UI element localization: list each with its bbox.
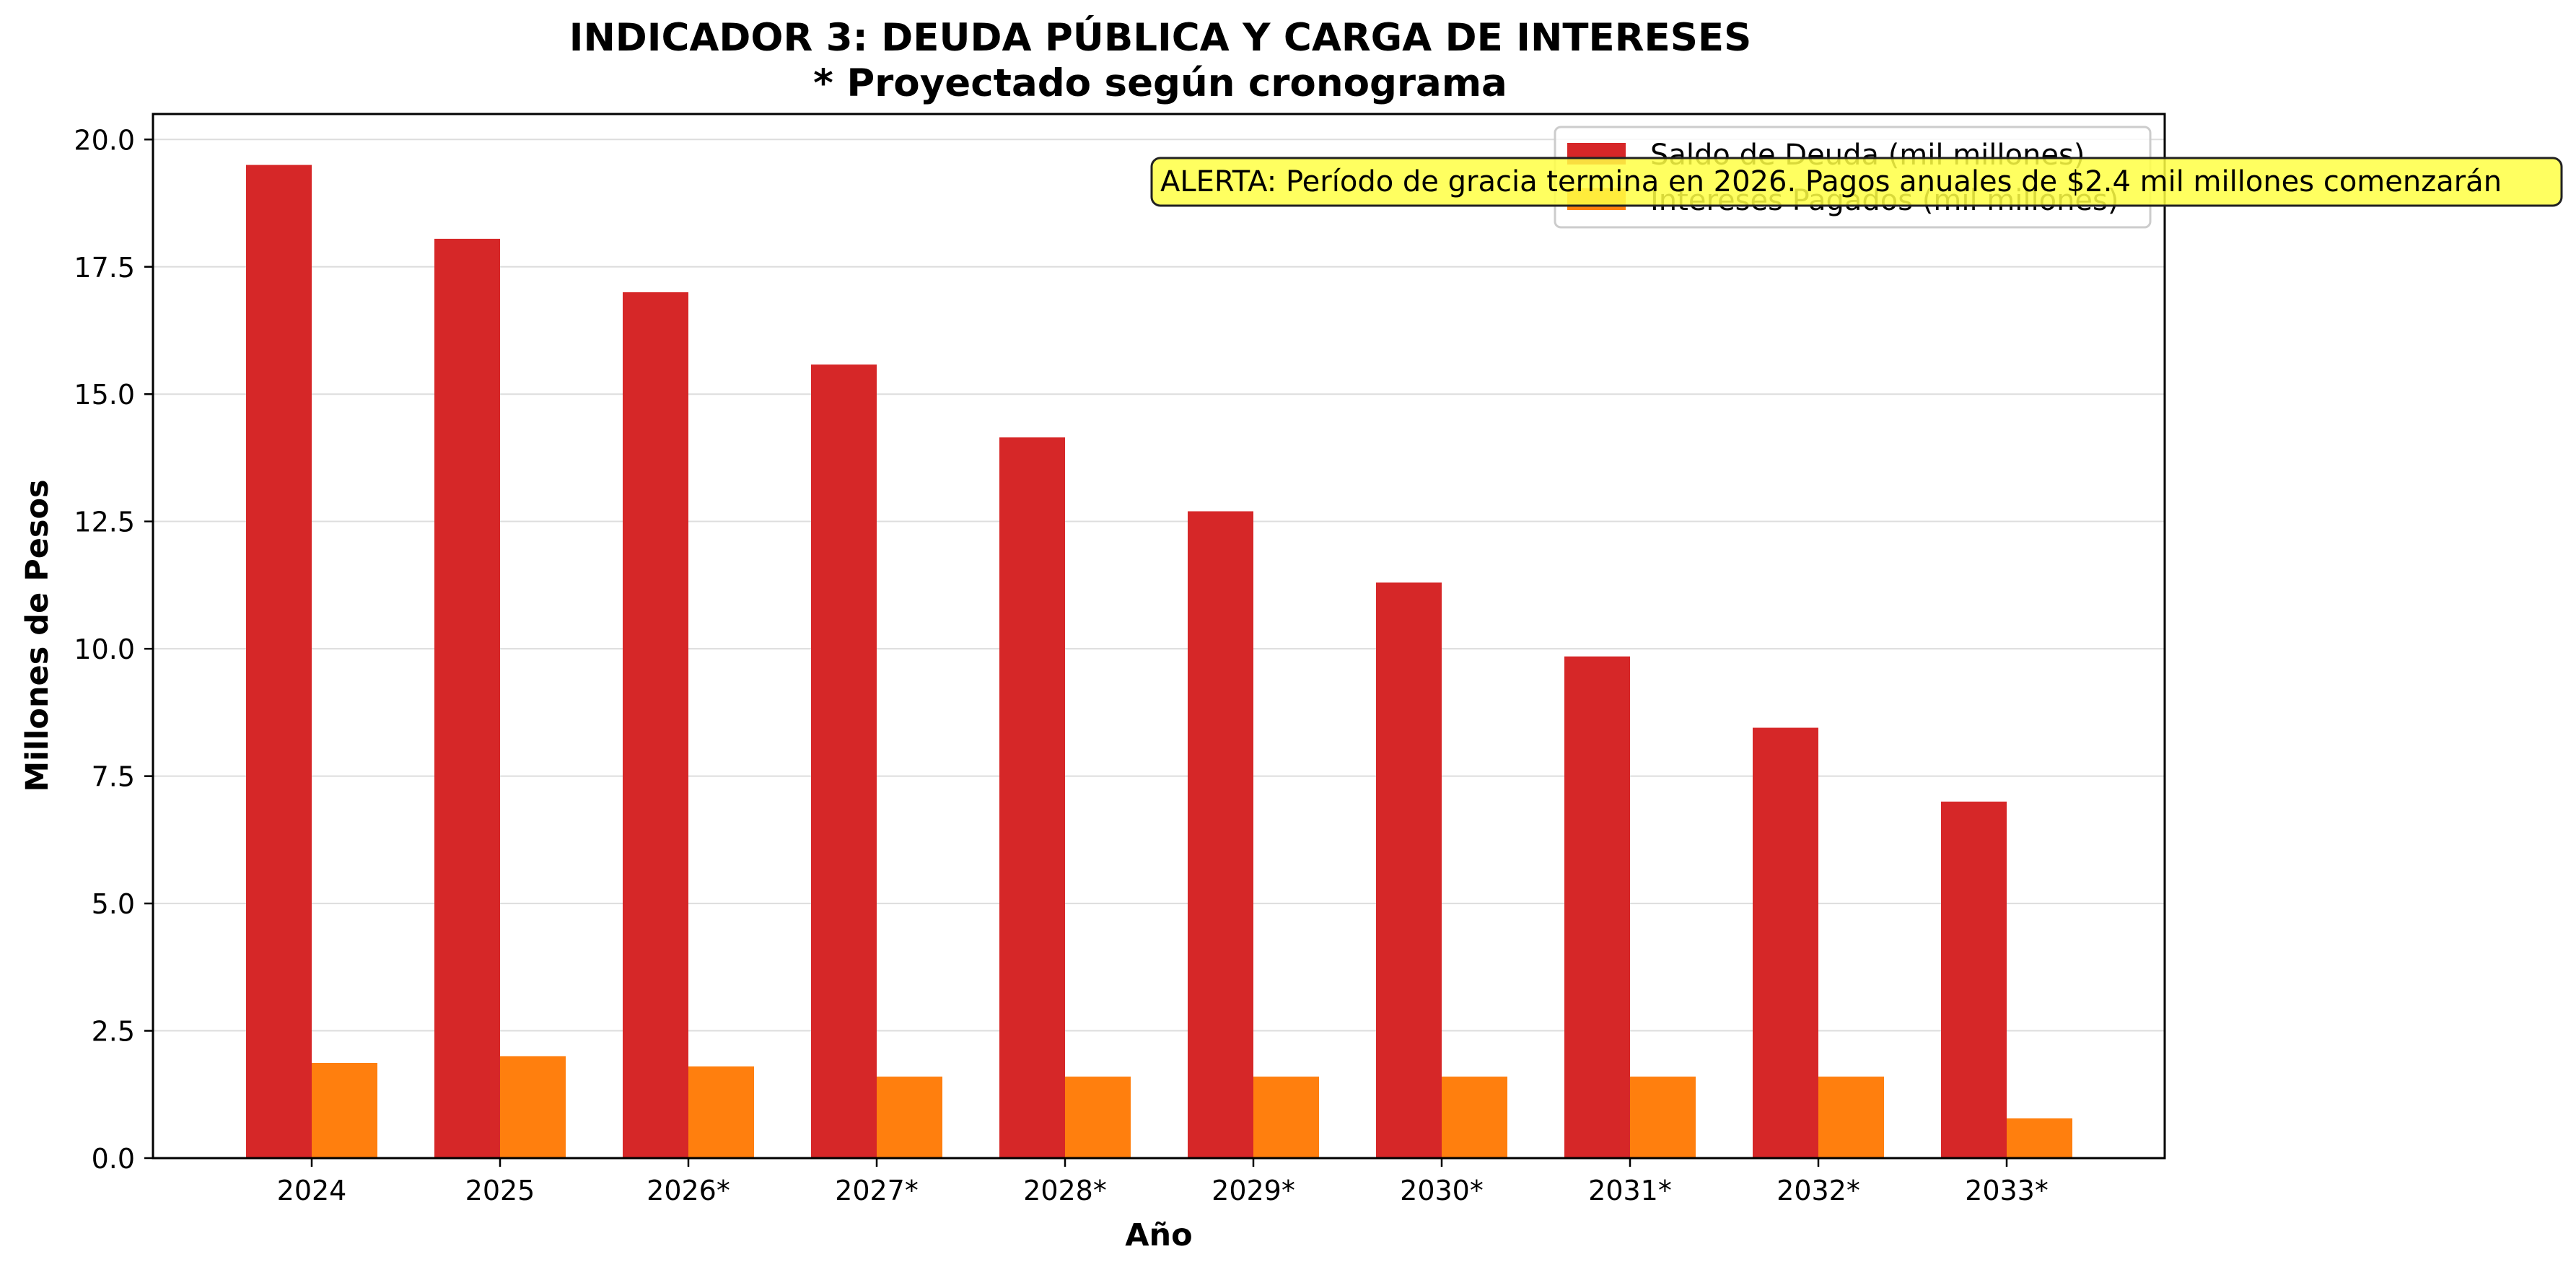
x-tick-label: 2026* <box>647 1175 730 1206</box>
bar-debt-balance <box>434 238 500 1159</box>
bar-interest-paid <box>1442 1077 1507 1158</box>
alert-text: ALERTA: Período de gracia termina en 202… <box>1160 165 2502 198</box>
y-tick-label: 5.0 <box>92 888 135 920</box>
x-tick-label: 2030* <box>1400 1175 1484 1206</box>
plot-frame <box>152 113 2166 1160</box>
x-tick-label: 2031* <box>1588 1175 1672 1206</box>
chart-subtitle: * Proyectado según cronograma <box>813 61 1507 105</box>
y-axis-label: Millones de Pesos <box>19 479 56 792</box>
bar-debt-balance <box>1941 801 2007 1158</box>
x-tick-label: 2032* <box>1777 1175 1860 1206</box>
bar-debt-balance <box>811 364 877 1158</box>
x-axis-label: Año <box>1125 1217 1192 1253</box>
y-tick-label: 0.0 <box>92 1143 135 1175</box>
x-tick-label: 2025 <box>465 1175 535 1206</box>
bar-interest-paid <box>877 1077 942 1158</box>
bar-interest-paid <box>1630 1077 1696 1158</box>
x-tick-label: 2024 <box>277 1175 347 1206</box>
bar-debt-balance <box>1564 656 1630 1158</box>
bar-debt-balance <box>1188 511 1253 1158</box>
bar-interest-paid <box>2007 1118 2072 1158</box>
y-tick-label: 7.5 <box>92 761 135 793</box>
bar-debt-balance <box>623 292 688 1158</box>
bar-interest-paid <box>500 1056 566 1158</box>
y-tick-label: 17.5 <box>74 252 135 284</box>
bar-interest-paid <box>312 1063 377 1158</box>
bar-interest-paid <box>1253 1077 1319 1158</box>
alert-box <box>1150 157 2563 207</box>
y-axis: 0.0 2.5 5.0 7.5 10.0 12.5 15.0 17.5 20.0 <box>74 124 153 1175</box>
bar-debt-balance <box>1376 582 1442 1158</box>
x-tick-label: 2029* <box>1212 1175 1295 1206</box>
bar-interest-paid <box>688 1066 754 1158</box>
bar-interest-paid <box>1818 1077 1884 1158</box>
x-axis: 2024 2025 2026* 2027* 2028* 2029* 2030* 2031* 20… <box>277 1158 2049 1206</box>
x-tick-label: 2027* <box>835 1175 919 1206</box>
y-tick-label: 2.5 <box>92 1016 135 1048</box>
x-tick-label: 2028* <box>1023 1175 1107 1206</box>
y-tick-label: 10.0 <box>74 634 135 665</box>
y-tick-label: 15.0 <box>74 379 135 411</box>
y-tick-label: 20.0 <box>74 124 135 156</box>
bar-debt-balance <box>246 165 312 1159</box>
bar-debt-balance <box>999 437 1065 1158</box>
bars <box>246 165 2072 1159</box>
y-tick-label: 12.5 <box>74 507 135 538</box>
bar-interest-paid <box>1065 1077 1131 1158</box>
chart-title: INDICADOR 3: DEUDA PÚBLICA Y CARGA DE IN… <box>569 14 1752 60</box>
alert-annotation: ALERTA: Período de gracia termina en 202… <box>1150 157 2563 207</box>
bar-debt-balance <box>1753 727 1818 1158</box>
x-tick-label: 2033* <box>1965 1175 2049 1206</box>
